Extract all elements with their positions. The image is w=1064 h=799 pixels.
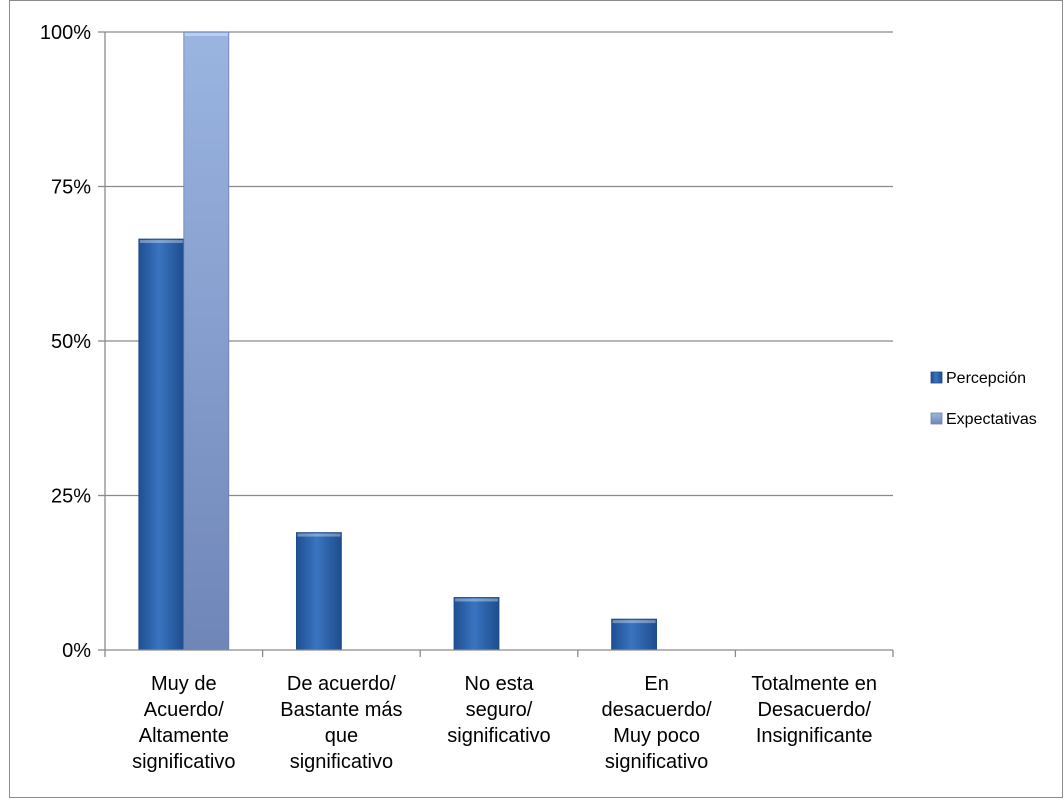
x-category-label: En desacuerdo/Muy poco significativo xyxy=(602,673,713,773)
bar-percepción-3 xyxy=(453,597,500,651)
x-category-label: No esta seguro/significativo xyxy=(447,673,550,747)
legend-swatch-expectativas xyxy=(930,412,943,425)
y-tick-label: 0% xyxy=(62,640,91,662)
bar-percepción-2 xyxy=(295,532,342,651)
bar-highlight xyxy=(297,533,341,537)
legend-label-percepción: Percepción xyxy=(946,370,1026,387)
legend-label-expectativas: Expectativas xyxy=(946,411,1037,428)
legend-swatch-percepción xyxy=(930,371,943,384)
bar-expectativas-1 xyxy=(183,31,230,651)
bar-highlight xyxy=(139,240,183,244)
bar-highlight xyxy=(455,598,498,602)
x-category-label: Muy de Acuerdo/Altamente significativo xyxy=(132,673,235,773)
y-tick-label: 75% xyxy=(51,177,91,199)
x-category-label: De acuerdo/Bastante más que significativo xyxy=(280,673,402,773)
y-tick-label: 50% xyxy=(51,331,91,353)
x-category-label: Totalmente en Desacuerdo/Insignificante xyxy=(751,673,877,747)
bar-highlight xyxy=(184,33,228,36)
y-tick-label: 100% xyxy=(40,22,91,44)
y-tick-label: 25% xyxy=(51,486,91,508)
bar-highlight xyxy=(612,620,656,624)
bar-percepción-4 xyxy=(611,618,657,651)
bar-percepción-1 xyxy=(138,238,185,651)
